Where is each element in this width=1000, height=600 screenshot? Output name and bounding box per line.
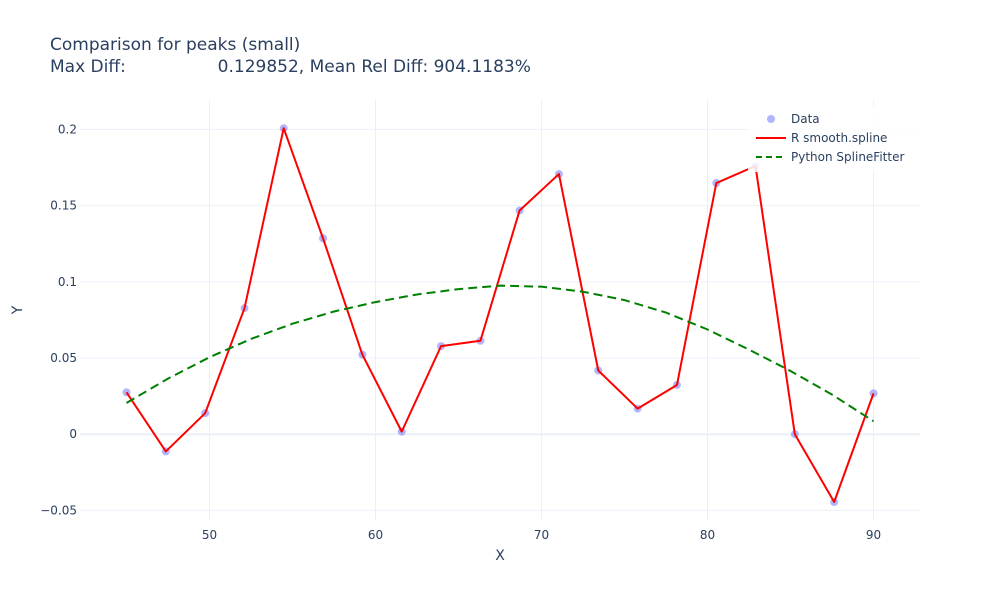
legend[interactable]: Data R smooth.spline Python SplineFitter: [748, 106, 920, 172]
x-tick-label: 80: [700, 528, 715, 542]
chart-title: Comparison for peaks (small): [50, 35, 300, 55]
x-tick-label: 60: [368, 528, 383, 542]
x-axis-title: X: [495, 548, 505, 564]
y-tick-label: −0.05: [40, 503, 77, 517]
legend-item-label[interactable]: R smooth.spline: [791, 131, 887, 145]
series-line-2[interactable]: [125, 284, 875, 423]
x-tick-label: 90: [866, 528, 881, 542]
x-tick-label: 50: [202, 528, 217, 542]
ticks: 50 60 70 80 90 −0.05 0 0.05 0.1 0.15 0.2: [40, 122, 881, 542]
legend-item-label[interactable]: Data: [791, 112, 820, 126]
y-axis-title: Y: [10, 305, 26, 315]
y-tick-label: 0.05: [50, 351, 77, 365]
y-tick-label: 0: [69, 427, 77, 441]
y-tick-label: 0.15: [50, 199, 77, 213]
legend-marker-data: [767, 115, 775, 123]
y-tick-label: 0.2: [58, 122, 77, 136]
x-tick-label: 70: [534, 528, 549, 542]
legend-item-label[interactable]: Python SplineFitter: [791, 150, 904, 164]
chart-subtitle: Max Diff: 0.129852, Mean Rel Diff: 904.1…: [50, 57, 531, 77]
y-tick-label: 0.1: [58, 275, 77, 289]
